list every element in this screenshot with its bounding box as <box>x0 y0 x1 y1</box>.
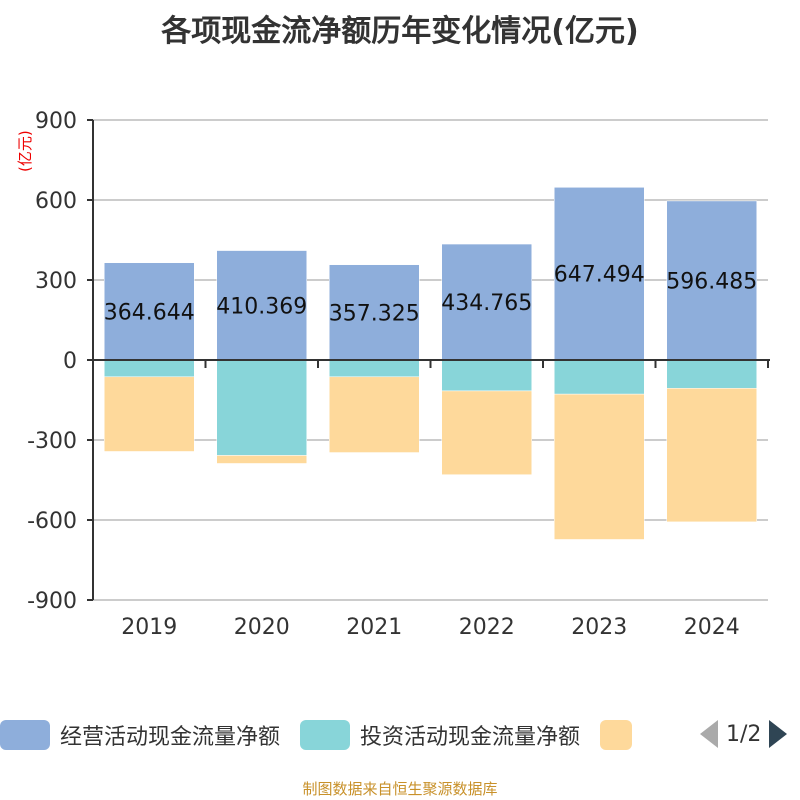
legend-page-indicator: 1/2 <box>726 721 762 747</box>
x-tick-label: 2023 <box>571 615 627 640</box>
bar-3-2021 <box>329 376 420 453</box>
legend-pager: 1/2 <box>700 720 788 748</box>
x-tick-label: 2024 <box>684 615 740 640</box>
data-label: 434.765 <box>441 291 532 316</box>
bar-2-2021 <box>329 359 420 378</box>
y-tick-label: 600 <box>35 189 77 214</box>
bar-1-2024 <box>666 200 757 361</box>
y-tick-label: -300 <box>27 429 77 454</box>
data-label: 357.325 <box>329 301 420 326</box>
legend-swatch <box>300 720 351 750</box>
bar-2-2024 <box>666 359 757 389</box>
legend-item-operating[interactable]: 经营活动现金流量净额 <box>0 719 280 751</box>
bar-2-2020 <box>216 359 307 456</box>
y-tick-label: 900 <box>35 109 77 134</box>
bar-2-2022 <box>441 359 532 392</box>
x-tick-label: 2020 <box>234 615 290 640</box>
bar-2-2023 <box>554 359 645 395</box>
data-label: 364.644 <box>104 300 195 325</box>
data-label: 410.369 <box>216 294 307 319</box>
bar-1-2020 <box>216 250 307 361</box>
y-tick-label: 300 <box>35 269 77 294</box>
legend-item-investing[interactable]: 投资活动现金流量净额 <box>300 719 580 751</box>
y-tick-label: 0 <box>63 349 77 374</box>
bar-3-2020 <box>216 455 307 464</box>
bar-3-2024 <box>666 388 757 523</box>
bar-3-2022 <box>441 390 532 475</box>
legend: 经营活动现金流量净额 投资活动现金流量净额 <box>0 718 642 752</box>
bar-1-2021 <box>329 264 420 361</box>
next-page-icon[interactable] <box>769 720 788 748</box>
legend-item-third[interactable] <box>600 720 642 750</box>
legend-label: 经营活动现金流量净额 <box>60 725 281 750</box>
legend-swatch <box>0 720 50 750</box>
x-tick-label: 2022 <box>459 615 515 640</box>
y-tick-label: -900 <box>27 589 77 614</box>
data-label: 596.485 <box>666 269 757 294</box>
data-source-footer: 制图数据来自恒生聚源数据库 <box>302 780 498 798</box>
bar-1-2019 <box>104 262 195 361</box>
chart-title: 各项现金流净额历年变化情况(亿元) <box>161 14 639 49</box>
legend-swatch <box>600 720 633 750</box>
x-tick-label: 2019 <box>121 615 177 640</box>
bar-3-2023 <box>554 393 645 540</box>
prev-page-icon[interactable] <box>700 720 718 748</box>
bar-3-2019 <box>104 376 195 452</box>
legend-label: 投资活动现金流量净额 <box>360 725 581 750</box>
x-tick-label: 2021 <box>346 615 402 640</box>
bar-2-2019 <box>104 359 195 378</box>
chart-plot: 900 600 300 0 -300 -600 -900 364.644 2019 410.369… <box>27 109 770 640</box>
bar-1-2022 <box>441 243 532 361</box>
y-tick-label: -600 <box>27 509 77 534</box>
bar-1-2023 <box>554 187 645 361</box>
data-label: 647.494 <box>554 263 645 288</box>
